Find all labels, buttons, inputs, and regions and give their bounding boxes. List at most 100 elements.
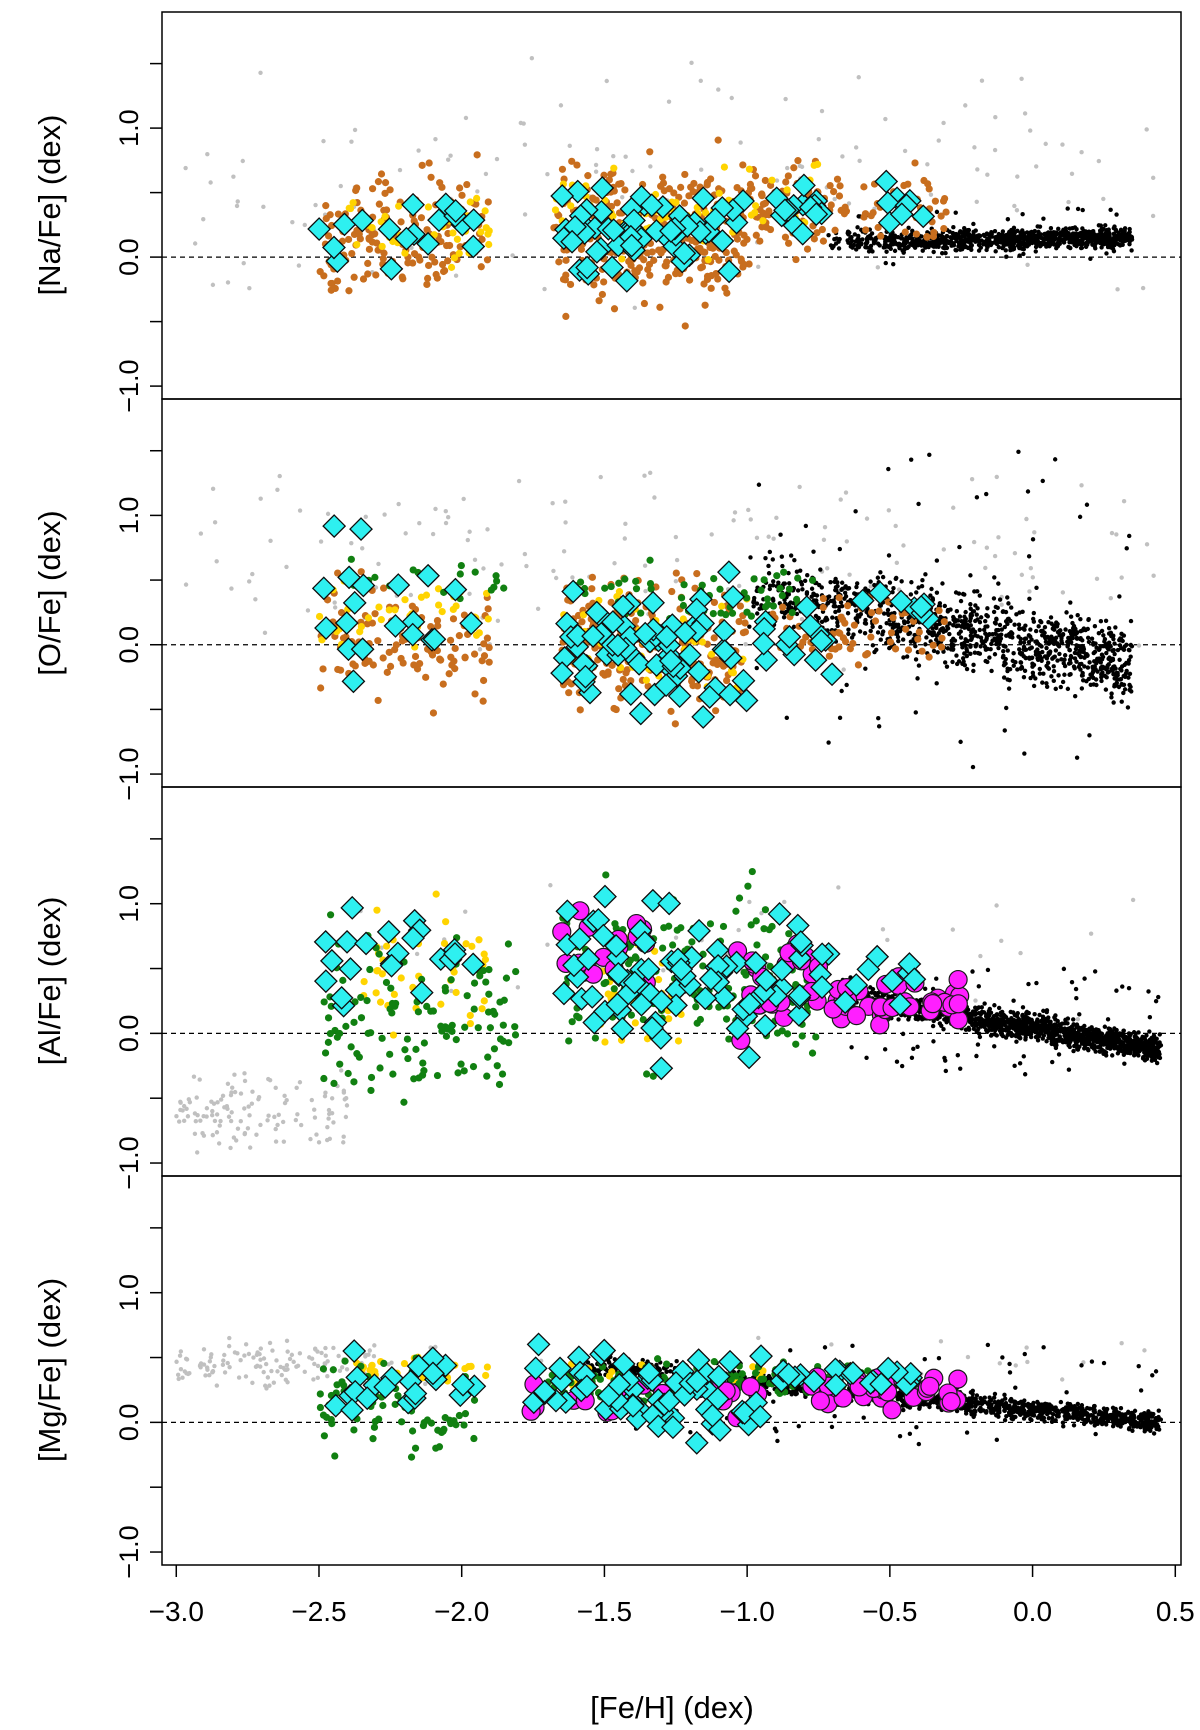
point-gray [216,1141,222,1146]
point-black [933,637,939,642]
point-black [931,1039,936,1044]
point-yellow [356,628,364,636]
point-gray [228,1145,233,1151]
point-orange [836,182,844,190]
point-orange [854,661,863,669]
point-orange [650,256,658,264]
point-black [1027,646,1033,651]
point-black [1049,621,1054,626]
point-green [646,556,654,564]
point-black [943,250,948,256]
point-gray [1025,262,1030,267]
point-orange [803,245,812,253]
point-black [1066,244,1071,250]
point-black [1022,243,1027,249]
point-black [880,629,886,634]
point-orange [381,179,390,187]
point-black [1058,684,1064,690]
point-black [971,662,976,668]
point-green [615,579,623,587]
point-gray [1136,643,1142,648]
panel-na-marks [183,56,1156,330]
point-gray [699,167,704,172]
point-orange [737,255,745,263]
point-gray [844,539,850,544]
point-orange [646,148,654,156]
point-gray [1024,516,1029,522]
point-gray [198,1118,203,1123]
point-black [951,225,956,230]
point-black [1117,594,1122,599]
point-black [1071,664,1077,669]
point-gray [382,512,387,517]
point-gray [936,138,941,143]
point-black [1098,619,1104,624]
point-gray [273,1085,278,1091]
point-orange [709,659,717,667]
point-black [875,241,881,246]
point-gray [284,1097,289,1103]
point-gray [230,1085,235,1090]
point-orange [584,172,592,180]
point-black [1051,678,1056,684]
point-black [968,244,974,249]
point-gray [262,630,268,636]
point-gray [343,1096,349,1101]
point-gray [238,1118,243,1124]
point-black [1017,245,1022,251]
point-gray [673,534,679,540]
point-orange [345,287,353,295]
point-black [779,554,785,559]
point-black [802,578,808,584]
point-gray [194,1095,199,1100]
point-black [896,638,901,644]
point-orange [428,651,437,659]
point-black [1126,647,1132,653]
point-black [965,625,971,630]
point-black [1051,664,1056,669]
point-black [1021,640,1027,645]
point-gray [630,168,635,174]
point-black [891,585,896,591]
point-black [751,604,756,609]
point-black [960,234,965,239]
point-black [1053,686,1058,692]
point-gray [894,560,900,566]
point-gray [510,253,515,258]
point-gray [178,1099,183,1105]
point-black [1127,687,1132,693]
point-yellow [353,241,361,249]
point-orange [317,684,325,692]
point-gray [783,96,788,102]
point-gray [1066,199,1071,205]
point-orange [429,709,438,717]
point-black [755,611,760,616]
point-yellow [642,676,650,684]
point-gray [280,1119,286,1125]
point-gray [901,543,906,548]
point-gray [847,572,852,577]
point-gray [266,1113,271,1118]
point-orange [904,180,912,188]
point-black [1098,666,1104,672]
point-black [1031,662,1037,668]
point-black [1032,1011,1037,1017]
point-black [1126,657,1132,663]
point-black [1002,643,1007,649]
point-gray [620,195,625,200]
point-gray [195,1150,200,1155]
point-gray [192,1131,198,1136]
point-black [1090,664,1095,669]
point-yellow [450,254,459,262]
point-gray [1151,573,1156,578]
point-gray [341,1140,346,1145]
point-black [944,239,949,244]
point-gray [210,282,216,288]
point-black [1124,546,1129,551]
point-black [950,659,955,665]
point-orange [344,235,353,244]
point-gray [950,927,956,932]
point-gray [846,201,852,206]
point-black [1014,612,1019,617]
point-black [1097,228,1103,233]
